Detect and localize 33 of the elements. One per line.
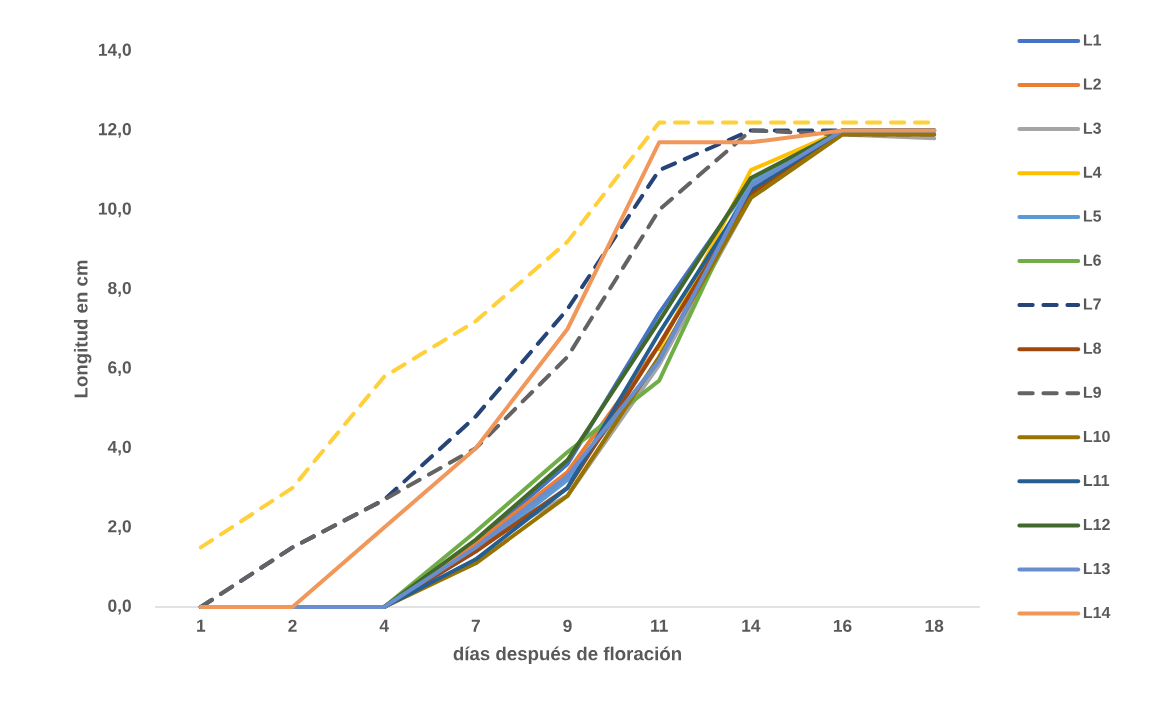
legend-label: L12 <box>1083 518 1110 530</box>
y-tick-label: 2,0 <box>108 520 131 535</box>
y-tick-label: 10,0 <box>98 202 131 218</box>
y-tick-label: 6,0 <box>108 361 131 377</box>
x-axis-title: días después de floración <box>453 646 681 665</box>
y-tick-label: 14,0 <box>98 43 131 59</box>
x-tick-label: 4 <box>379 619 389 632</box>
x-tick-label: 7 <box>471 619 480 632</box>
legend-label: L4 <box>1083 166 1102 178</box>
legend-label: L14 <box>1083 607 1111 619</box>
legend-label: L8 <box>1083 342 1102 354</box>
legend-label: L1 <box>1083 34 1102 46</box>
x-tick-label: 2 <box>288 619 297 632</box>
y-tick-label: 0,0 <box>108 599 131 615</box>
y-axis-title: Longitud en cm <box>73 260 92 398</box>
legend-label: L7 <box>1083 298 1101 310</box>
y-tick-label: 4,0 <box>107 440 131 456</box>
y-tick-label: 12,0 <box>98 123 131 138</box>
x-tick-label: 14 <box>742 619 761 632</box>
legend-label: L10 <box>1083 430 1110 443</box>
legend-label: L9 <box>1083 386 1101 398</box>
x-tick-label: 16 <box>833 619 852 632</box>
x-tick-label: 11 <box>651 619 668 632</box>
x-tick-label: 9 <box>563 619 572 632</box>
legend-label: L2 <box>1083 78 1101 90</box>
y-tick-label: 8,0 <box>108 281 131 297</box>
legend-label: L6 <box>1083 254 1101 266</box>
legend-label: L5 <box>1083 210 1102 222</box>
legend-label: L13 <box>1083 562 1110 575</box>
legend-label: L11 <box>1083 474 1110 486</box>
legend-label: L3 <box>1083 122 1101 134</box>
x-tick-label: 18 <box>925 619 944 632</box>
x-tick-label: 1 <box>197 619 206 632</box>
